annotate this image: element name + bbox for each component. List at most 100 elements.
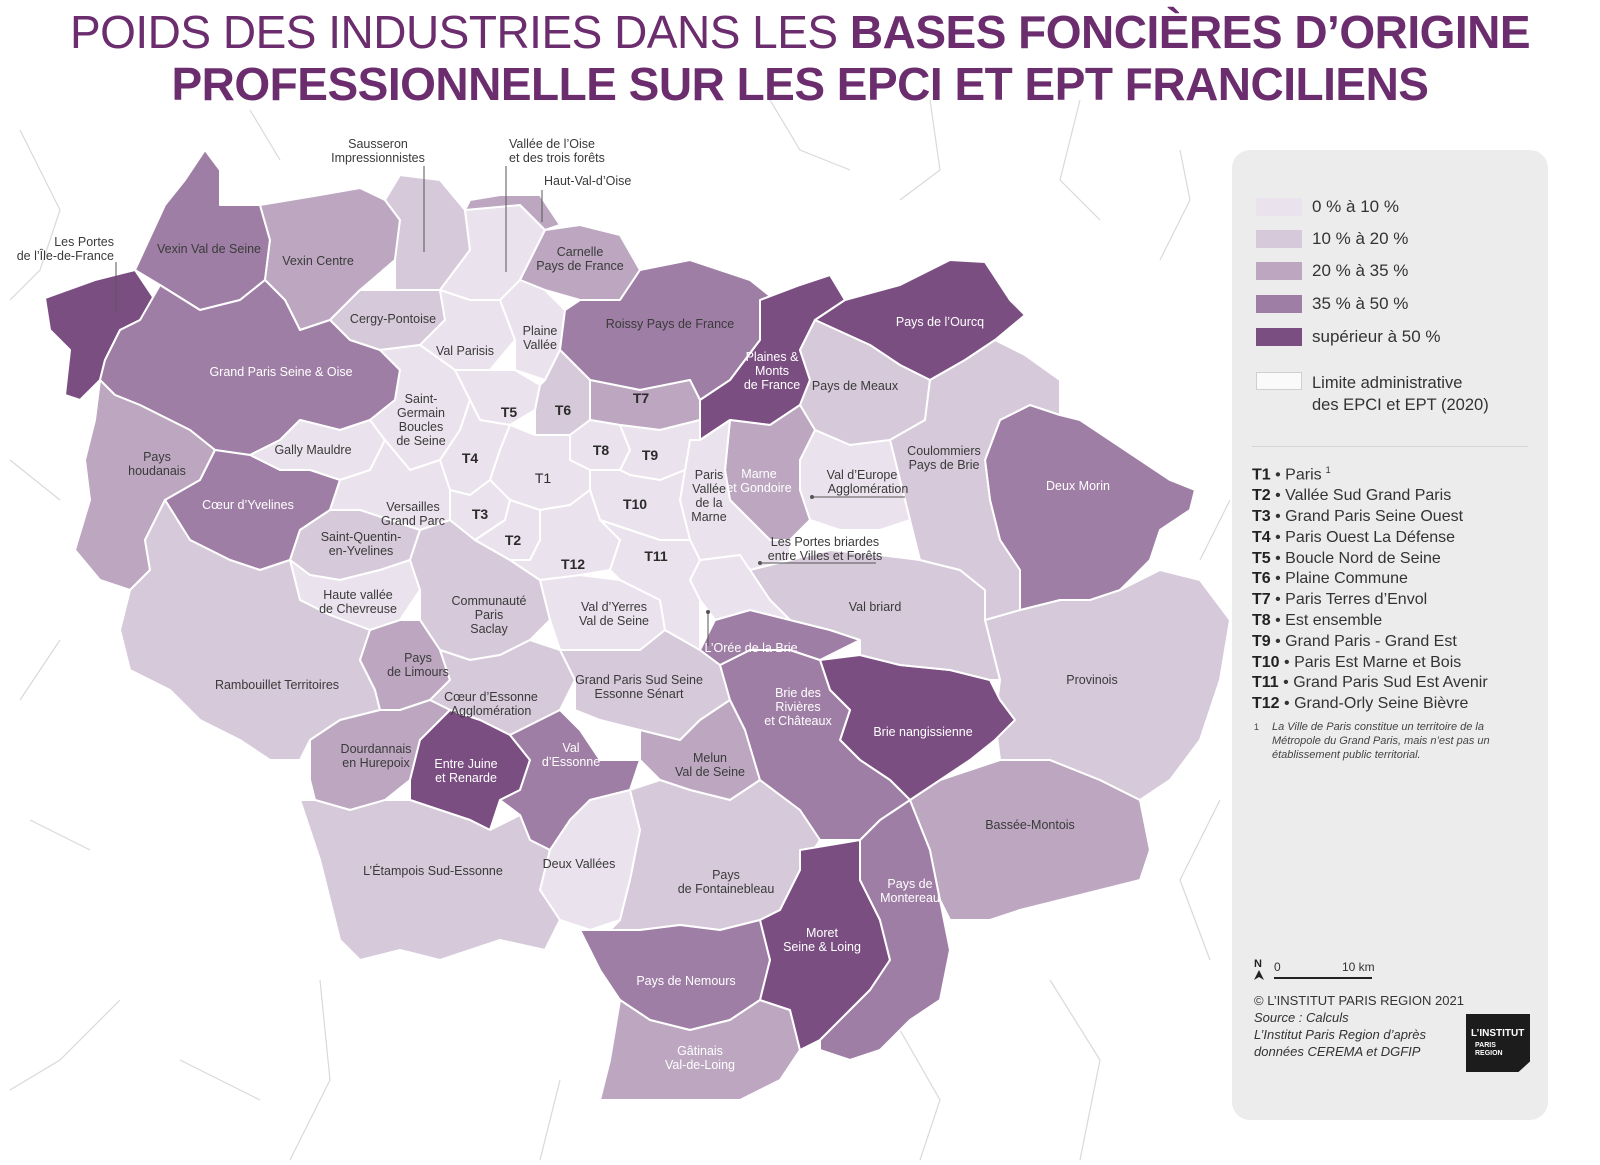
- territory-code: T7: [1252, 591, 1271, 609]
- label-vexin-centre: Vexin Centre: [282, 254, 354, 268]
- logo-line-23: PARIS REGION: [1475, 1042, 1503, 1058]
- label-t12: T12: [561, 556, 585, 572]
- label-ourcq: Pays de l’Ourcq: [896, 315, 984, 329]
- territory-name: Vallée Sud Grand Paris: [1285, 487, 1452, 505]
- source-line-3: données CEREMA et DGFIP: [1254, 1044, 1421, 1059]
- scale-label: 10 km: [1342, 960, 1375, 974]
- footnote-text: La Ville de Paris constitue un territoir…: [1272, 721, 1490, 761]
- label-moret: Moret Seine & Loing: [783, 926, 861, 954]
- territory-name: Grand Paris Seine Ouest: [1285, 507, 1464, 525]
- legend-class-label: 35 % à 50 %: [1312, 294, 1409, 313]
- region-gatinais[interactable]: [599, 999, 801, 1101]
- region-coulommiers[interactable]: [889, 339, 1061, 621]
- legend-separator: [1252, 446, 1528, 447]
- logo-line-2: PARIS: [1475, 1042, 1496, 1049]
- legend-class-label: 20 % à 35 %: [1312, 261, 1409, 280]
- label-montereau: Pays de Montereau: [880, 877, 940, 905]
- territory-polygons: [44, 149, 1231, 1101]
- north-arrow-icon: N 0 10 km: [1254, 958, 1375, 980]
- label-fontainebleau: Pays de Fontainebleau: [678, 868, 775, 896]
- label-val-parisis: Val Parisis: [436, 344, 494, 358]
- region-etampois[interactable]: [299, 799, 561, 961]
- copyright: © L’INSTITUT PARIS REGION 2021: [1254, 993, 1464, 1008]
- legend-class-35-50: 35 % à 50 %: [1256, 294, 1408, 314]
- footnote-marker: 1: [1254, 722, 1260, 732]
- label-plaine-vallee: Plaine Vallée: [523, 324, 558, 352]
- territory-name: Grand-Orly Seine Bièvre: [1294, 695, 1469, 713]
- title-regular: POIDS DES INDUSTRIES DANS LES: [69, 6, 850, 58]
- swatch-boundary: [1256, 372, 1302, 390]
- territory-name: Boucle Nord de Seine: [1285, 549, 1441, 567]
- label-gatinais: Gâtinais Val-de-Loing: [665, 1044, 735, 1072]
- swatch-0-10: [1256, 198, 1302, 216]
- label-haut-val-oise: Haut-Val-d’Oise: [544, 174, 631, 188]
- region-t12[interactable]: [509, 489, 621, 581]
- label-t11: T11: [644, 548, 668, 564]
- label-vallee-oise: Vallée de l’Oise et des trois forêts: [509, 137, 605, 165]
- territory-name: Paris: [1285, 466, 1322, 484]
- label-saclay: Communauté Paris Saclay: [451, 594, 526, 636]
- label-t1: T1: [535, 470, 552, 486]
- leader-dots: [706, 495, 814, 614]
- label-t6: T6: [555, 402, 572, 418]
- swatch-20-35: [1256, 262, 1302, 280]
- territory-name: Plaine Commune: [1285, 570, 1408, 588]
- territory-code-list: T1 • Paris 1 T2 • Vallée Sud Grand Paris T3…: [1252, 460, 1488, 715]
- label-t2: T2: [505, 532, 522, 548]
- label-roissy: Roissy Pays de France: [606, 317, 735, 331]
- label-houdanais: Pays houdanais: [128, 450, 186, 478]
- label-coulommiers: Coulommiers Pays de Brie: [907, 444, 981, 472]
- label-rambouillet: Rambouillet Territoires: [215, 678, 339, 692]
- label-t7: T7: [633, 390, 650, 406]
- territory-code-row: T1 • Paris 1: [1252, 465, 1331, 484]
- territory-code-row: T9 • Grand Paris - Grand Est: [1252, 632, 1457, 650]
- territory-code-row: T11 • Grand Paris Sud Est Avenir: [1252, 674, 1488, 692]
- label-t10: T10: [623, 496, 647, 512]
- label-t9: T9: [642, 447, 659, 463]
- territory-code-row: T8 • Est ensemble: [1252, 611, 1383, 629]
- legend-boundary: Limite administrative des EPCI et EPT (2…: [1256, 372, 1489, 420]
- label-t8: T8: [593, 442, 610, 458]
- label-meaux: Pays de Meaux: [812, 379, 899, 393]
- label-gally: Gally Mauldre: [274, 443, 351, 457]
- label-val-essonne: Val d’Essonne: [542, 741, 600, 769]
- label-t5: T5: [501, 404, 518, 420]
- label-deux-vallees: Deux Vallées: [543, 857, 616, 871]
- territory-name: Grand Paris Sud Est Avenir: [1293, 674, 1488, 692]
- legend-class-20-35: 20 % à 35 %: [1256, 261, 1408, 281]
- legend-boundary-text: Limite administrative des EPCI et EPT (2…: [1312, 372, 1489, 416]
- swatch-10-20: [1256, 230, 1302, 248]
- territory-code: T10: [1252, 653, 1280, 671]
- label-vexin-val-de-seine: Vexin Val de Seine: [157, 242, 261, 256]
- logo-line-1: L’INSTITUT: [1471, 1028, 1525, 1039]
- legend-class-label: 0 % à 10 %: [1312, 197, 1399, 216]
- region-haut-val-oise[interactable]: [464, 194, 561, 231]
- territory-name: Est ensemble: [1285, 611, 1383, 629]
- territory-code-row: T7 • Paris Terres d’Envol: [1252, 591, 1428, 609]
- label-etampois: L’Étampois Sud-Essonne: [363, 863, 503, 878]
- territory-name: Paris Terres d’Envol: [1285, 591, 1428, 609]
- credits: © L’INSTITUT PARIS REGION 2021 Source : …: [1254, 992, 1474, 1060]
- logo-line-3: REGION: [1475, 1050, 1503, 1057]
- label-val-briard: Val briard: [849, 600, 902, 614]
- label-paris-vallee-marne: Paris Vallée de la Marne: [691, 468, 726, 524]
- region-vexin-val-de-seine[interactable]: [134, 149, 271, 311]
- territory-code-row: T3 • Grand Paris Seine Ouest: [1252, 507, 1464, 525]
- label-marne-gondoire: Marne et Gondoire: [726, 467, 791, 495]
- region-t11[interactable]: [599, 519, 701, 651]
- label-nemours: Pays de Nemours: [636, 974, 735, 988]
- territory-name: Paris Ouest La Défense: [1285, 528, 1456, 546]
- territory-code: T11: [1252, 674, 1279, 692]
- scale-bar: N 0 10 km: [1252, 956, 1382, 980]
- boundary-line-2: des EPCI et EPT (2020): [1312, 396, 1489, 414]
- label-brie-nangissienne: Brie nangissienne: [873, 725, 972, 739]
- source-line-2: L’Institut Paris Region d’après: [1254, 1027, 1426, 1042]
- territory-name: Grand Paris - Grand Est: [1285, 632, 1457, 650]
- idf-map: Les Portes de l’Île-de-France Vexin Val d…: [9, 100, 1231, 1161]
- region-val-briard[interactable]: [749, 549, 1001, 681]
- territory-code: T1: [1252, 466, 1271, 484]
- legend-class-10-20: 10 % à 20 %: [1256, 229, 1408, 249]
- label-entre-juine: Entre Juine et Renarde: [434, 757, 497, 785]
- territory-code: T9: [1252, 632, 1271, 650]
- territory-code-row: T12 • Grand-Orly Seine Bièvre: [1252, 695, 1469, 713]
